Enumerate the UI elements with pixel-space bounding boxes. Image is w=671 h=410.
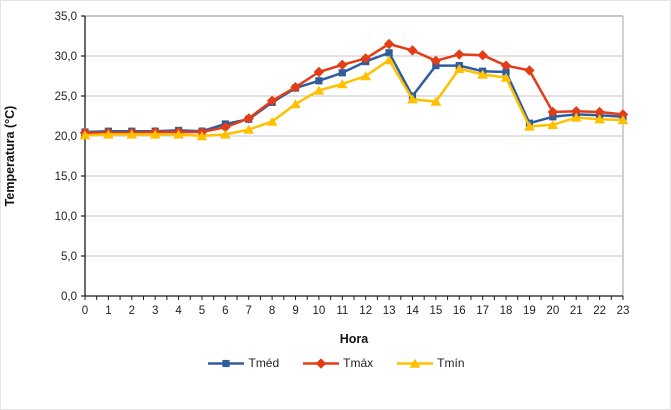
plot-area: 0,05,010,015,020,025,030,035,00 1 2 3 4 5 6 7 8 9… <box>55 11 630 317</box>
data-point-marker <box>126 129 138 139</box>
data-point-marker <box>430 55 442 66</box>
series-line-tméd <box>83 51 625 134</box>
y-tick-label: 15,0 <box>55 171 77 183</box>
data-point-marker <box>407 45 418 56</box>
x-tick-label: 21 <box>570 305 583 317</box>
x-tick-label: 6 <box>222 305 228 317</box>
data-point-marker <box>502 68 510 76</box>
data-point-marker <box>500 60 512 71</box>
x-tick-label: 0 <box>82 305 88 317</box>
data-point-marker <box>524 121 535 131</box>
data-point-marker <box>524 65 535 76</box>
data-point-marker <box>337 59 348 70</box>
x-tick-label: 18 <box>500 305 513 317</box>
data-point-marker <box>220 122 231 133</box>
legend-item-tmáx: Tmáx <box>303 356 373 370</box>
x-tick-label: 7 <box>246 305 252 317</box>
data-point-marker <box>360 71 372 81</box>
data-point-marker <box>149 129 161 139</box>
legend-label: Tméd <box>248 356 280 370</box>
y-tick-label: 35,0 <box>55 11 77 23</box>
data-point-marker <box>500 72 512 82</box>
data-point-marker <box>360 53 371 64</box>
legend-item-tméd: Tméd <box>208 356 279 370</box>
data-point-marker <box>547 106 559 118</box>
data-point-marker <box>336 79 348 89</box>
x-tick-label: 17 <box>476 305 489 317</box>
x-tick-label: 5 <box>199 305 205 317</box>
x-tick-label: 10 <box>313 305 326 317</box>
data-point-marker <box>79 130 91 140</box>
data-point-marker <box>315 77 323 85</box>
legend-marker-square-icon <box>208 359 245 367</box>
x-tick-label: 16 <box>453 305 466 317</box>
data-point-marker <box>594 106 605 118</box>
x-tick-label: 2 <box>129 305 135 317</box>
x-tick-label: 9 <box>292 305 298 317</box>
x-tick-label: 11 <box>336 305 348 317</box>
x-tick-label: 3 <box>152 305 158 317</box>
data-point-marker <box>430 96 442 106</box>
x-tick-label: 15 <box>429 305 442 317</box>
y-tick-label: 25,0 <box>55 91 77 103</box>
x-tick-label: 20 <box>546 305 559 317</box>
y-axis-title: Temperatura (°C) <box>3 105 17 207</box>
y-tick-label: 0,0 <box>61 291 77 303</box>
data-point-marker <box>173 129 184 139</box>
x-tick-label: 4 <box>175 305 182 317</box>
series-line-tmín <box>83 58 625 138</box>
data-point-marker <box>547 120 559 129</box>
data-point-marker <box>102 129 114 139</box>
data-point-marker <box>243 124 255 134</box>
legend-marker-triangle-icon <box>397 358 434 368</box>
y-tick-label: 5,0 <box>61 251 77 263</box>
data-point-marker <box>407 94 418 104</box>
x-tick-label: 12 <box>359 305 372 317</box>
data-point-marker <box>196 131 208 141</box>
y-tick-label: 10,0 <box>55 211 77 223</box>
data-point-marker <box>477 69 489 79</box>
data-point-marker <box>266 116 278 126</box>
data-point-marker <box>383 38 395 50</box>
data-point-marker <box>617 115 629 125</box>
x-tick-label: 1 <box>105 305 111 317</box>
data-point-marker <box>617 109 629 120</box>
x-tick-label: 13 <box>383 305 396 317</box>
data-point-marker <box>453 64 465 73</box>
legend-label: Tmáx <box>343 356 374 370</box>
data-point-marker <box>477 50 488 61</box>
data-point-marker <box>383 55 395 65</box>
data-point-marker <box>570 112 582 122</box>
x-tick-label: 19 <box>523 305 536 317</box>
data-point-marker <box>454 49 465 60</box>
data-point-marker <box>290 82 301 93</box>
legend-marker-diamond-icon <box>303 357 340 369</box>
y-tick-label: 20,0 <box>55 131 77 143</box>
data-point-marker <box>290 99 301 109</box>
x-axis-title: Hora <box>339 332 369 346</box>
data-point-marker <box>594 114 606 124</box>
x-tick-label: 22 <box>593 305 606 317</box>
data-point-marker <box>266 95 278 106</box>
data-point-marker <box>219 129 231 139</box>
x-tick-label: 14 <box>406 305 419 317</box>
data-point-marker <box>571 106 582 117</box>
y-tick-label: 30,0 <box>55 51 77 63</box>
legend-item-tmín: Tmín <box>397 356 465 370</box>
data-point-marker <box>313 66 325 78</box>
x-tick-label: 23 <box>617 305 630 317</box>
data-point-marker <box>313 85 325 95</box>
data-point-marker <box>385 49 393 57</box>
x-tick-label: 8 <box>269 305 275 317</box>
data-point-marker <box>338 69 346 77</box>
data-point-marker <box>243 113 254 124</box>
legend: Tméd Tmáx Tmín <box>1 356 671 370</box>
legend-label: Tmín <box>437 356 465 370</box>
